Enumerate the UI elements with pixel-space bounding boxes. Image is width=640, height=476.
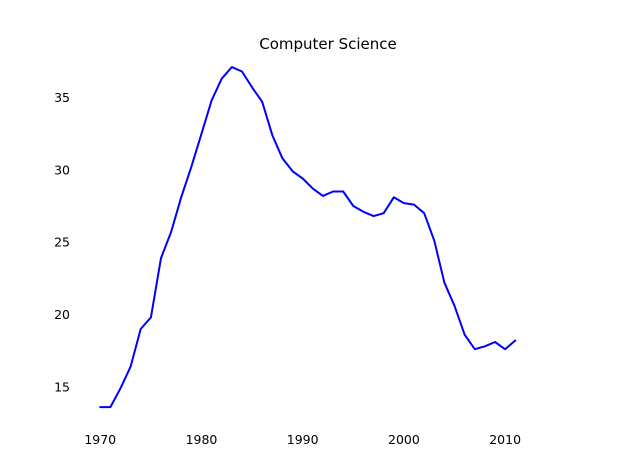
y-tick-label: 25 — [54, 235, 70, 250]
plot-area — [99, 66, 517, 409]
x-axis-ticks: 1970 1980 1990 2000 2010 — [84, 432, 521, 447]
x-tick-label: 1980 — [186, 432, 218, 447]
y-tick-label: 15 — [54, 379, 70, 394]
x-tick-label: 1970 — [84, 432, 116, 447]
x-tick-label: 1990 — [287, 432, 319, 447]
y-axis-ticks: 15 20 25 30 35 — [54, 90, 70, 394]
series-line — [99, 66, 517, 409]
y-tick-label: 35 — [54, 90, 70, 105]
chart-title: Computer Science — [259, 35, 396, 53]
x-tick-label: 2010 — [489, 432, 521, 447]
y-tick-label: 20 — [54, 307, 70, 322]
x-tick-label: 2000 — [388, 432, 420, 447]
y-tick-label: 30 — [54, 162, 70, 177]
